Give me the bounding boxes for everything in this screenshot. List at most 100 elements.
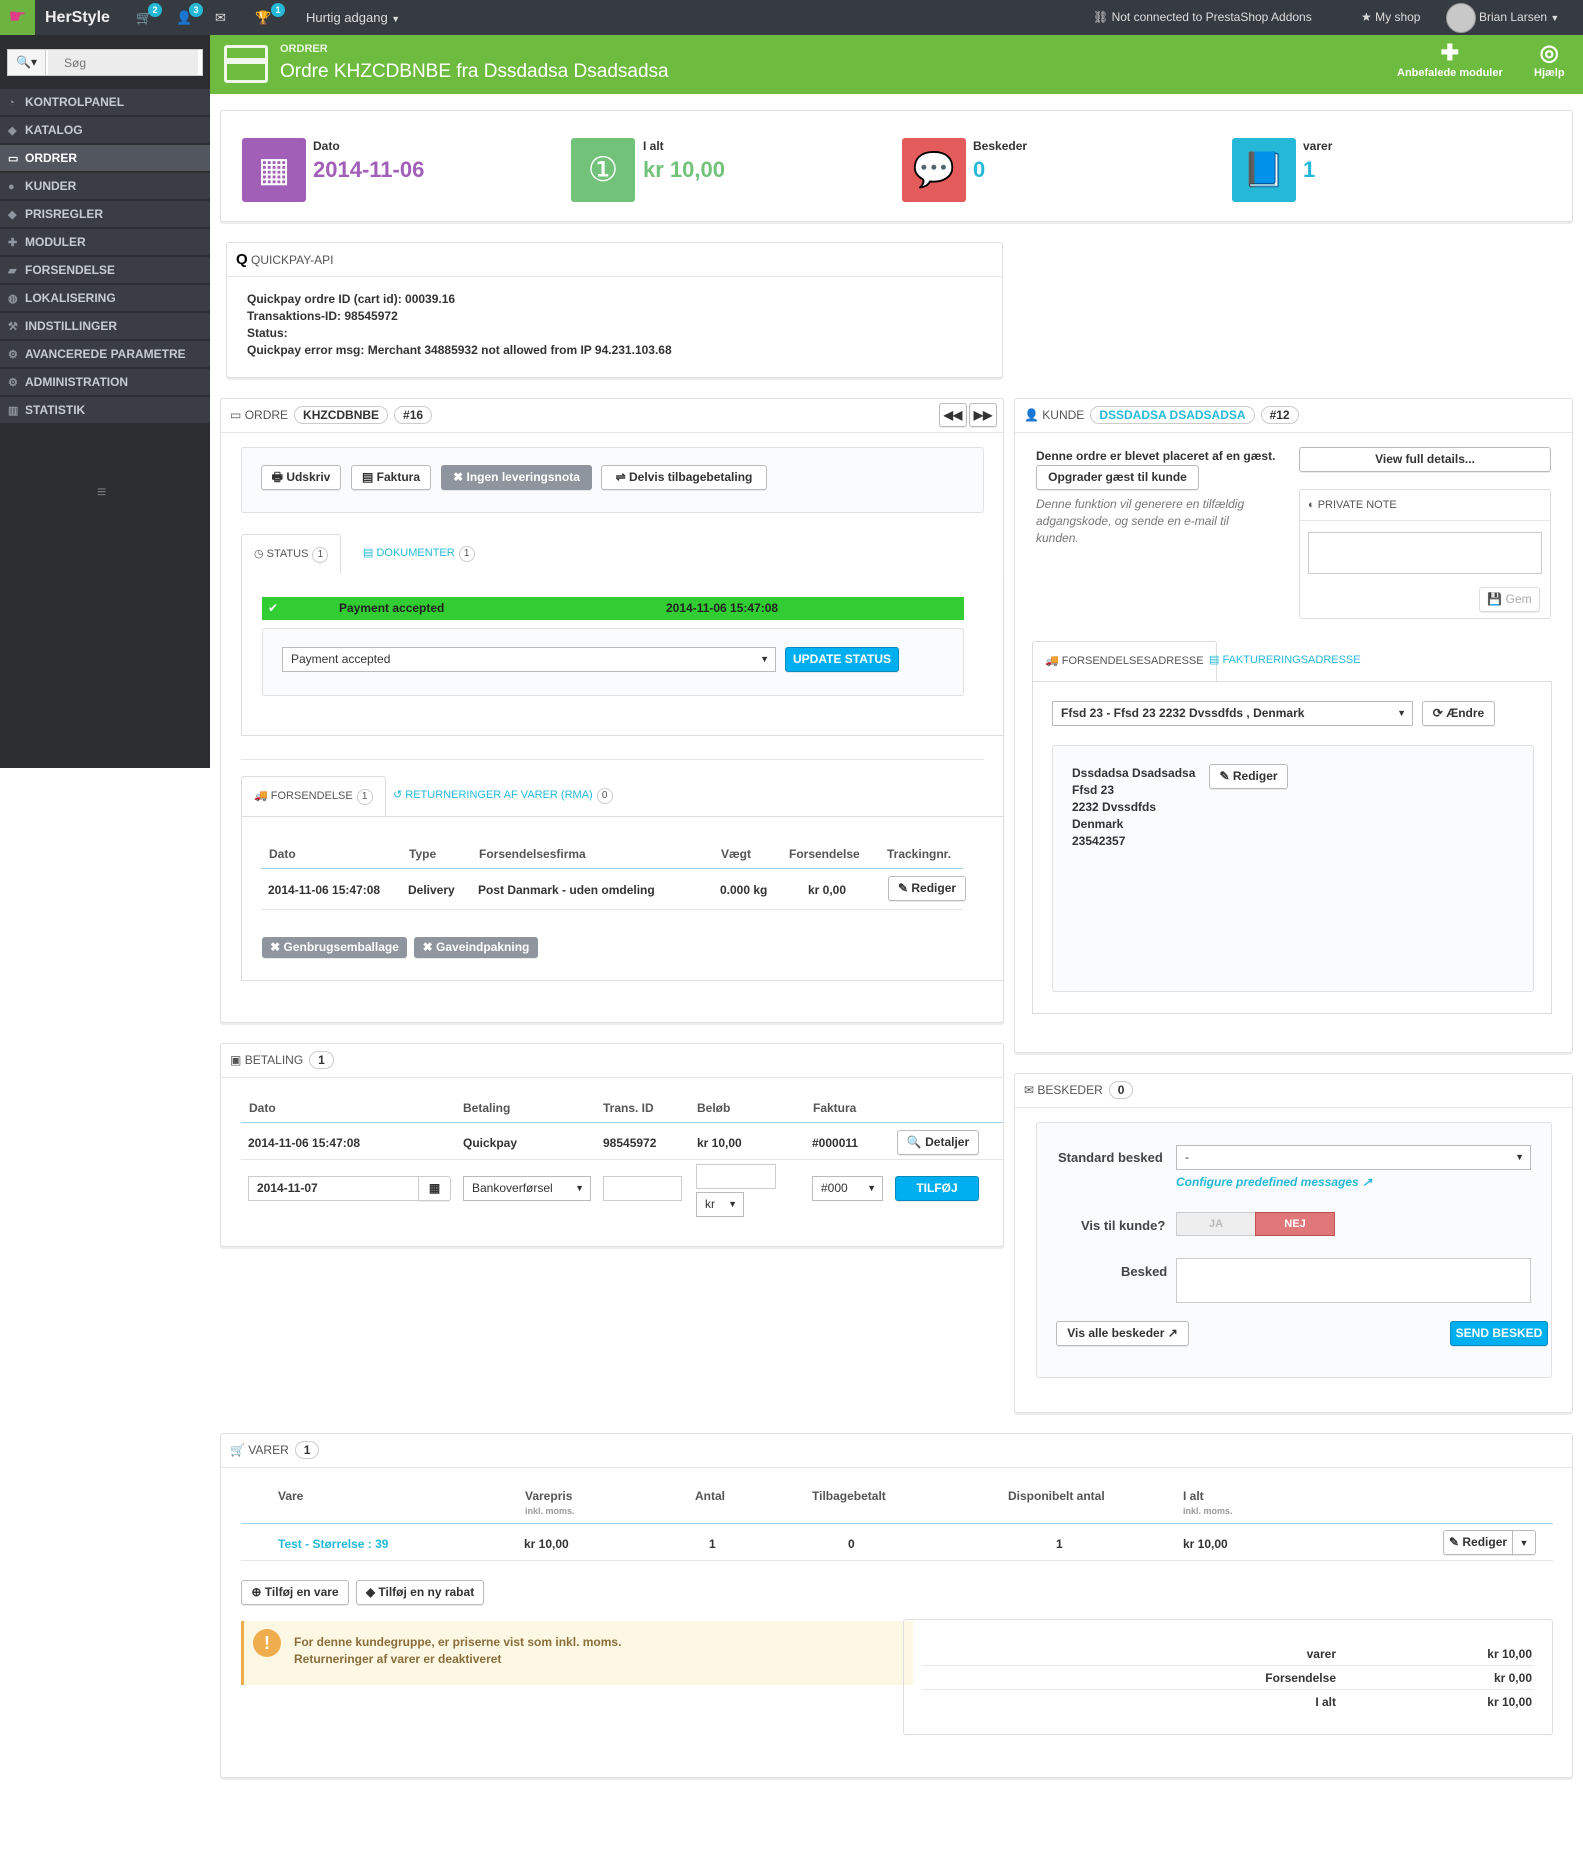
divider [221, 432, 1003, 433]
hand-pointer-icon[interactable]: ☛ [0, 0, 35, 35]
addons-label: Not connected to PrestaShop Addons [1111, 10, 1312, 24]
send-message-button[interactable]: SEND BESKED [1450, 1321, 1548, 1346]
tab-status[interactable]: ◷ STATUS 1 [241, 534, 342, 575]
payment-details-button[interactable]: 🔍 Detaljer [897, 1130, 979, 1155]
tax-notice-text: For denne kundegruppe, er priserne vist … [294, 1635, 622, 1649]
new-transaction-id-input[interactable] [603, 1176, 682, 1201]
sidebar-item-dashboard[interactable]: ◔ KONTROLPANEL [0, 89, 210, 116]
configure-messages-link[interactable]: Configure predefined messages ↗ [1176, 1175, 1372, 1189]
help-button[interactable]: ◎ Hjælp [1534, 39, 1565, 79]
breadcrumb[interactable]: ORDRER [280, 43, 328, 55]
standard-message-select[interactable]: - ▼ [1176, 1145, 1531, 1170]
address-line: 23542357 [1072, 834, 1126, 848]
upgrade-guest-button[interactable]: Opgrader gæst til kunde [1036, 465, 1199, 490]
calendar-button[interactable]: ▦ [418, 1176, 451, 1201]
sidebar-item-modules[interactable]: ✚ MODULER [0, 229, 210, 256]
divider [922, 1665, 1534, 1666]
envelope-icon: ✉ [1024, 1083, 1035, 1097]
sidebar-item-catalog[interactable]: ◆ KATALOG [0, 117, 210, 144]
sidebar-item-preferences[interactable]: ⚒ INDSTILLINGER [0, 313, 210, 340]
update-status-button[interactable]: UPDATE STATUS [785, 647, 899, 672]
recycled-packaging-button[interactable]: ✖ Genbrugsemballage [262, 937, 407, 958]
envelope-icon[interactable]: ✉ [215, 10, 226, 25]
tab-shipping[interactable]: 🚚 FORSENDELSE 1 [241, 776, 386, 817]
previous-order-button[interactable]: ◀◀ [939, 403, 967, 427]
invoice-button[interactable]: ▤ Faktura [351, 465, 431, 490]
search-input[interactable] [48, 50, 198, 75]
save-icon: 💾 [1487, 592, 1503, 606]
print-button[interactable]: 🖶 Udskriv [261, 465, 341, 490]
sidebar-item-label: ADMINISTRATION [25, 375, 129, 389]
sidebar-item-customers[interactable]: ● KUNDER [0, 173, 210, 200]
addons-link[interactable]: ⛓ Not connected to PrestaShop Addons [1093, 0, 1312, 35]
edit-address-button[interactable]: ✎ Rediger [1209, 764, 1288, 789]
partial-refund-button[interactable]: ⇌ Delvis tilbagebetaling [601, 465, 767, 490]
edit-tracking-button[interactable]: ✎ Rediger [888, 876, 966, 901]
new-payment-method-select[interactable]: Bankoverførsel ▼ [463, 1176, 591, 1201]
add-discount-button[interactable]: ◆ Tilføj en ny rabat [356, 1580, 484, 1605]
add-payment-button[interactable]: TILFØJ [895, 1176, 979, 1201]
totals-value: kr 10,00 [1487, 1695, 1532, 1709]
customer-name-link[interactable]: DSSDADSA DSADSADSA [1090, 406, 1255, 424]
caret-down-icon: ▼ [1515, 1152, 1524, 1162]
change-address-button[interactable]: ⟳ Ændre [1422, 701, 1495, 726]
avatar[interactable] [1446, 3, 1476, 33]
collapse-menu-icon[interactable]: ≡ [97, 484, 107, 501]
address-select[interactable]: Ffsd 23 - Ffsd 23 2232 Dvssdfds , Denmar… [1052, 701, 1413, 726]
trophy-icon[interactable]: 🏆 [255, 10, 272, 25]
show-all-messages-button[interactable]: Vis alle beskeder ↗ [1056, 1321, 1189, 1346]
totals-box: varer kr 10,00 Forsendelse kr 0,00 I alt… [903, 1619, 1553, 1735]
product-name-link[interactable]: Test - Størrelse : 39 [278, 1537, 389, 1551]
quick-access-menu[interactable]: Hurtig adgang ▼ [306, 0, 400, 35]
order-number: #16 [394, 406, 433, 424]
message-textarea[interactable] [1176, 1258, 1531, 1303]
recommended-modules-button[interactable]: ✚ Anbefalede moduler [1397, 39, 1503, 79]
new-currency-select[interactable]: kr ▼ [696, 1192, 744, 1217]
column-subheader: inkl. moms. [1183, 1506, 1233, 1516]
divider [221, 1077, 1003, 1078]
sidebar-item-price-rules[interactable]: ◆ PRISREGLER [0, 201, 210, 228]
tab-billing-address[interactable]: ▤ FAKTURERINGSADRESSE [1197, 641, 1373, 681]
user-icon: 👤 [1024, 408, 1039, 422]
sidebar-item-label: INDSTILLINGER [25, 319, 117, 333]
bar-chart-icon: ▥ [8, 405, 19, 417]
edit-product-button[interactable]: ✎ Rediger [1443, 1530, 1513, 1555]
user-menu[interactable]: Brian Larsen ▼ [1479, 0, 1559, 35]
show-no-toggle[interactable]: NEJ [1255, 1212, 1335, 1236]
returns-count: 0 [596, 788, 613, 804]
shipping-date: 2014-11-06 15:47:08 [268, 883, 381, 897]
no-delivery-slip-button[interactable]: ✖ Ingen leveringsnota [441, 465, 592, 490]
sidebar-item-orders[interactable]: ▭ ORDRER [0, 145, 210, 172]
search-box: 🔍▾ [7, 49, 203, 76]
status-select[interactable]: Payment accepted ▼ [282, 647, 776, 672]
new-amount-input[interactable] [696, 1164, 776, 1189]
money-icon: ① [571, 138, 635, 202]
sidebar-item-administration[interactable]: ⚙ ADMINISTRATION [0, 369, 210, 396]
save-note-button[interactable]: 💾 Gem [1479, 587, 1540, 612]
view-full-details-button[interactable]: View full details... [1299, 447, 1551, 472]
tab-shipping-address[interactable]: 🚚 FORSENDELSESADRESSE [1032, 641, 1217, 682]
tab-documents[interactable]: ▤ DOKUMENTER 1 [351, 534, 487, 574]
new-invoice-select[interactable]: #000 ▼ [812, 1176, 883, 1201]
warning-icon: ! [253, 1629, 281, 1657]
gift-wrapping-button[interactable]: ✖ Gaveindpakning [414, 937, 538, 958]
sidebar-item-localization[interactable]: ◍ LOKALISERING [0, 285, 210, 312]
private-note-textarea[interactable] [1308, 532, 1542, 574]
search-type-button[interactable]: 🔍▾ [8, 50, 46, 75]
recycled-label: Genbrugsemballage [283, 940, 399, 954]
show-yes-toggle[interactable]: JA [1176, 1212, 1256, 1236]
status-tab-content: ✔ Payment accepted 2014-11-06 15:47:08 P… [241, 574, 1004, 736]
new-payment-date-input[interactable]: 2014-11-07 [248, 1176, 419, 1201]
tab-label: FAKTURERINGSADRESSE [1222, 654, 1361, 666]
sidebar-item-stats[interactable]: ▥ STATISTIK [0, 397, 210, 424]
tab-returns[interactable]: ↺ RETURNERINGER AF VARER (RMA) 0 [381, 776, 625, 816]
next-order-button[interactable]: ▶▶ [969, 403, 997, 427]
add-product-button[interactable]: ⊕ Tilføj en vare [241, 1580, 349, 1605]
sidebar-item-shipping[interactable]: ▰ FORSENDELSE [0, 257, 210, 284]
my-shop-link[interactable]: ★ My shop [1361, 0, 1420, 35]
customers-icon[interactable]: 👤 [176, 10, 193, 25]
shop-name[interactable]: HerStyle [45, 9, 110, 26]
product-actions-dropdown[interactable]: ▼ [1512, 1530, 1536, 1555]
sidebar-item-advanced-parameters[interactable]: ⚙ AVANCEREDE PARAMETRE [0, 341, 210, 368]
pencil-icon: ✎ [1219, 769, 1230, 783]
